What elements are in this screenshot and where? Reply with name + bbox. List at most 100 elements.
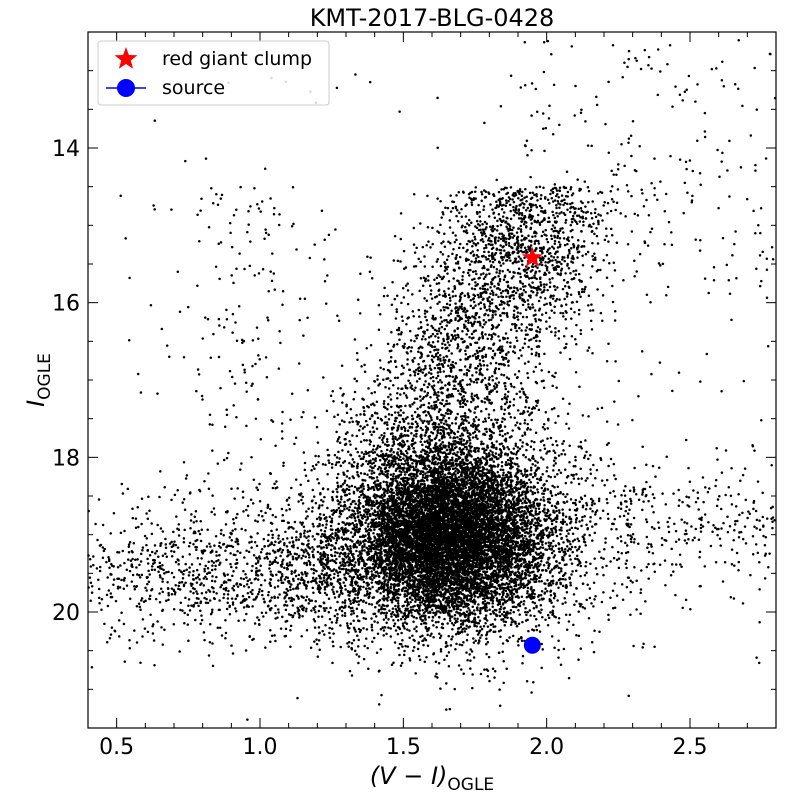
star-point — [364, 534, 367, 537]
star-point — [390, 663, 394, 666]
star-point — [535, 404, 538, 408]
star-point — [524, 568, 528, 572]
star-point — [546, 466, 549, 469]
star-point — [376, 539, 379, 542]
star-point — [542, 552, 545, 556]
star-point — [501, 473, 505, 477]
star-point — [584, 560, 588, 564]
star-point — [470, 650, 474, 653]
star-point — [565, 523, 569, 526]
star-point — [491, 451, 494, 454]
star-point — [573, 603, 576, 606]
star-point — [524, 576, 527, 580]
star-point — [480, 440, 483, 444]
star-point — [340, 495, 343, 498]
star-point — [537, 580, 541, 583]
star-point — [481, 492, 485, 495]
star-point — [284, 608, 288, 612]
star-point — [492, 460, 496, 463]
star-point — [392, 451, 395, 454]
star-point — [348, 477, 351, 480]
star-point — [561, 584, 565, 588]
star-point — [396, 601, 400, 605]
star-point — [415, 474, 419, 478]
star-point — [432, 652, 436, 655]
star-point — [420, 601, 424, 604]
star-point — [522, 561, 526, 564]
star-point — [477, 551, 480, 555]
star-point — [371, 457, 375, 461]
star-point — [403, 611, 406, 615]
star-point — [373, 535, 376, 538]
star-point — [486, 630, 489, 634]
star-point — [418, 609, 422, 612]
star-point — [382, 595, 386, 598]
chart-title: KMT-2017-BLG-0428 — [310, 4, 555, 32]
star-point — [533, 517, 537, 520]
star-point — [549, 611, 552, 614]
star-point — [521, 654, 525, 658]
star-point — [569, 558, 572, 561]
star-point — [339, 498, 343, 501]
star-point — [435, 610, 439, 613]
star-point — [446, 622, 449, 625]
star-point — [394, 460, 397, 463]
star-point — [462, 641, 465, 644]
star-point — [466, 462, 469, 466]
star-point — [326, 487, 330, 491]
star-point — [528, 574, 531, 577]
star-point — [409, 606, 413, 609]
star-point — [410, 475, 413, 479]
star-point — [485, 609, 489, 612]
star-point — [337, 485, 340, 489]
star-point — [558, 571, 561, 574]
star-point — [441, 588, 444, 592]
star-point — [348, 492, 351, 495]
star-point — [550, 635, 554, 638]
star-point — [565, 591, 569, 594]
star-point — [299, 483, 302, 487]
star-point — [446, 644, 449, 647]
star-point — [564, 481, 568, 485]
star-point — [544, 587, 547, 590]
star-point — [395, 539, 398, 542]
star-point — [557, 566, 560, 570]
star-point — [578, 545, 581, 548]
star-point — [565, 476, 569, 479]
star-point — [362, 487, 365, 491]
star-point — [391, 607, 395, 610]
star-point — [500, 598, 503, 601]
star-point — [343, 612, 347, 615]
star-point — [375, 494, 378, 497]
star-point — [305, 510, 308, 513]
star-point — [414, 441, 417, 445]
star-point — [338, 501, 342, 504]
star-point — [521, 501, 524, 505]
star-point — [370, 472, 374, 475]
star-point — [334, 551, 337, 554]
star-point — [425, 656, 428, 659]
star-point — [394, 477, 397, 480]
star-point — [513, 490, 516, 494]
star-point — [368, 602, 371, 606]
star-point — [485, 652, 488, 656]
star-point — [408, 596, 412, 599]
star-point — [484, 643, 488, 646]
star-point — [385, 632, 388, 636]
star-point — [308, 556, 311, 559]
star-point — [450, 464, 453, 468]
star-point — [464, 605, 467, 608]
star-point — [477, 430, 481, 433]
star-point — [366, 495, 370, 499]
star-point — [327, 611, 331, 614]
star-point — [380, 434, 383, 437]
star-point — [453, 617, 457, 620]
star-point — [352, 555, 355, 559]
star-point — [356, 470, 359, 474]
star-point — [589, 562, 592, 566]
star-point — [514, 571, 517, 574]
star-point — [488, 629, 491, 633]
star-points — [87, 38, 777, 721]
star-point — [418, 574, 421, 578]
